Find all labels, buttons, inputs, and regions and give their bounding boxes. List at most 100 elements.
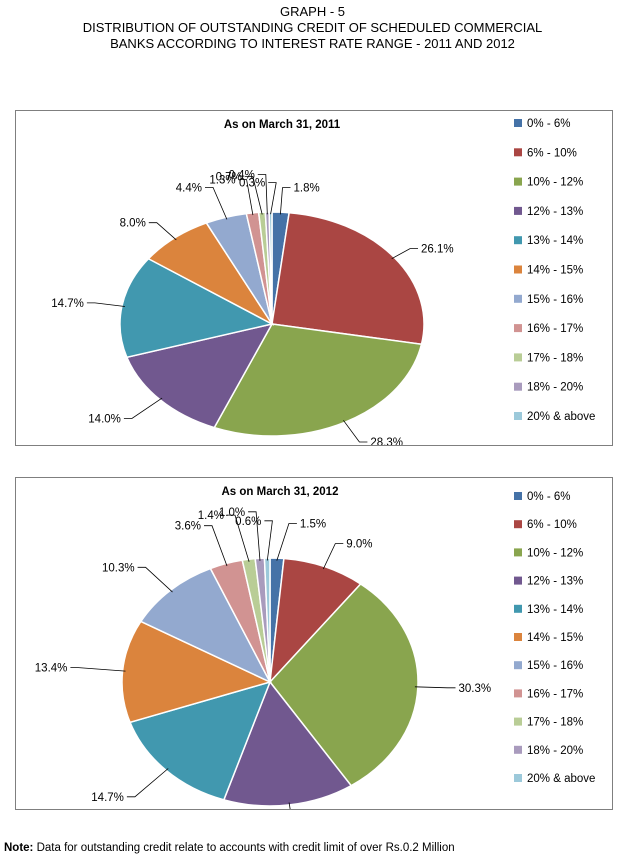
legend-swatch-10	[514, 774, 522, 782]
legend-entry-5: 14% - 15%	[527, 265, 583, 277]
legend-swatch-8	[514, 717, 522, 726]
leader-line-0	[280, 187, 291, 215]
footnote-label: Note:	[4, 842, 34, 854]
legend-entry-8: 17% - 18%	[527, 352, 583, 364]
legend-swatch-5	[514, 633, 522, 641]
legend-swatch-4	[514, 236, 522, 245]
legend-swatch-2	[514, 548, 522, 557]
data-label-2: 30.3%	[459, 683, 492, 695]
leader-line-6	[205, 187, 228, 220]
data-label-6: 10.3%	[102, 562, 135, 574]
legend-entry-0: 0% - 6%	[527, 118, 570, 130]
legend-swatch-5	[514, 265, 522, 274]
leader-line-7	[238, 179, 254, 216]
footnote-text: Data for outstanding credit relate to ac…	[33, 842, 455, 854]
pie-chart-2012-panel: As on March 31, 20121.5%9.0%30.3%14.3%14…	[15, 477, 613, 810]
data-label-10: 0.3%	[239, 178, 265, 190]
leader-line-1	[322, 543, 344, 570]
chart-title: As on March 31, 2011	[224, 119, 341, 131]
leader-line-10	[264, 520, 273, 561]
legend-swatch-0	[514, 119, 522, 127]
legend-entry-8: 17% - 18%	[527, 717, 583, 729]
data-label-8: 0.7%	[216, 172, 242, 184]
leader-line-7	[204, 525, 228, 567]
legend-swatch-9	[514, 745, 522, 754]
legend-entry-3: 12% - 13%	[527, 206, 583, 218]
legend-swatch-1	[514, 520, 522, 529]
data-label-5: 13.4%	[35, 663, 68, 675]
leader-line-5	[70, 667, 126, 672]
legend-entry-2: 10% - 12%	[527, 177, 583, 189]
legend-swatch-6	[514, 661, 522, 670]
legend-swatch-8	[514, 353, 522, 362]
leader-line-2	[343, 420, 368, 443]
legend-swatch-3	[514, 206, 522, 215]
leader-line-4	[86, 302, 125, 307]
data-label-0: 1.5%	[300, 519, 326, 531]
data-label-1: 9.0%	[346, 539, 372, 551]
legend-swatch-7	[514, 689, 522, 698]
legend-entry-6: 15% - 16%	[527, 660, 583, 672]
graph-title-line-1: DISTRIBUTION OF OUTSTANDING CREDIT OF SC…	[82, 20, 543, 35]
legend-swatch-4	[514, 604, 522, 613]
leader-line-2	[414, 686, 456, 689]
data-label-5: 8.0%	[120, 218, 146, 230]
legend-entry-10: 20% & above	[527, 411, 595, 423]
chart-title: As on March 31, 2012	[222, 486, 339, 498]
data-label-7: 3.6%	[175, 521, 201, 533]
legend-entry-10: 20% & above	[527, 773, 595, 785]
legend-swatch-9	[514, 382, 522, 391]
data-label-8: 1.4%	[198, 510, 224, 522]
legend-swatch-7	[514, 324, 522, 333]
legend-swatch-0	[514, 492, 522, 500]
legend-entry-4: 13% - 14%	[527, 604, 583, 616]
legend-swatch-3	[514, 576, 522, 585]
legend-entry-5: 14% - 15%	[527, 632, 583, 644]
leader-line-3	[123, 397, 163, 419]
pie-chart-2012: As on March 31, 20121.5%9.0%30.3%14.3%14…	[35, 486, 595, 809]
leader-line-10	[268, 182, 277, 215]
data-label-3: 14.0%	[88, 414, 121, 426]
legend-entry-9: 18% - 20%	[527, 382, 583, 394]
leader-line-1	[391, 248, 418, 260]
legend-swatch-1	[514, 148, 522, 157]
data-label-0: 1.8%	[294, 183, 320, 195]
legend-entry-7: 16% - 17%	[527, 688, 583, 700]
legend-entry-2: 10% - 12%	[527, 547, 583, 559]
legend-entry-3: 12% - 13%	[527, 576, 583, 588]
data-label-6: 4.4%	[176, 182, 202, 194]
data-label-9: 1.0%	[219, 507, 245, 519]
leader-line-9	[248, 511, 261, 561]
legend-swatch-6	[514, 294, 522, 303]
legend-entry-9: 18% - 20%	[527, 745, 583, 757]
leader-line-4	[126, 768, 169, 798]
graph-title-line-2: BANKS ACCORDING TO INTEREST RATE RANGE -…	[110, 36, 515, 51]
leader-line-6	[137, 566, 173, 593]
data-label-9: 0.4%	[229, 170, 255, 182]
data-label-4: 14.7%	[91, 792, 124, 804]
pie-chart-2011: As on March 31, 2011 1.8% 26.1% 28.3% 14.0% 1…	[51, 118, 595, 445]
legend-entry-0: 0% - 6%	[527, 491, 570, 503]
leader-line-8	[244, 176, 263, 215]
graph-label: GRAPH - 5	[279, 4, 345, 19]
leader-line-9	[257, 174, 268, 215]
legend-entry-6: 15% - 16%	[527, 294, 583, 306]
legend-entry-4: 13% - 14%	[527, 235, 583, 247]
footnote: Note: Data for outstanding credit relate…	[4, 842, 455, 854]
data-label-2: 28.3%	[370, 437, 403, 445]
pie-slice-1	[271, 211, 425, 346]
leader-line-5	[148, 222, 177, 241]
legend-swatch-2	[514, 177, 522, 186]
legend-swatch-10	[514, 412, 522, 420]
data-label-10: 0.6%	[235, 516, 261, 528]
pie-slice-10	[268, 211, 273, 325]
legend-entry-7: 16% - 17%	[527, 323, 583, 335]
legend-entry-1: 6% - 10%	[527, 147, 577, 159]
data-label-7: 1.3%	[209, 175, 235, 187]
pie-slice-10	[263, 557, 271, 683]
pie-chart-2011-panel: As on March 31, 2011 1.8% 26.1% 28.3% 14.0% 1…	[15, 110, 613, 446]
leader-line-0	[276, 523, 297, 561]
legend-entry-1: 6% - 10%	[527, 519, 577, 531]
data-label-4: 14.7%	[51, 298, 84, 310]
data-label-1: 26.1%	[421, 244, 454, 256]
